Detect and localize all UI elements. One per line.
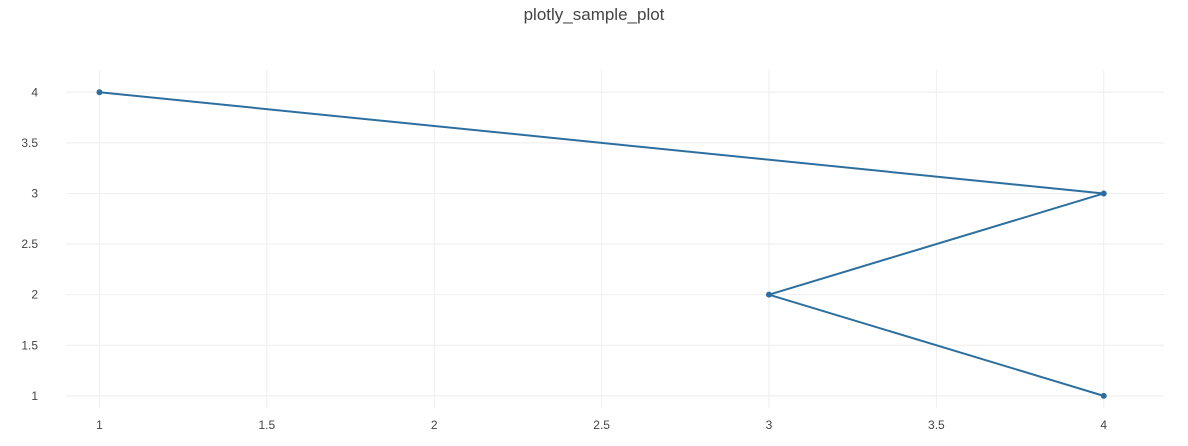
x-tick-label-3: 2.5: [593, 418, 610, 432]
x-tick-label-1: 1.5: [259, 418, 276, 432]
y-gridlines: [66, 91, 1164, 397]
y-tick-label-1: 1.5: [21, 338, 38, 352]
y-tick-label-0: 1: [31, 389, 38, 403]
data-point-0-1[interactable]: [1100, 190, 1107, 197]
y-axis-ticks: 1 1.5 2 2.5 3 3.5 4: [21, 85, 38, 403]
series-line-0: [99, 91, 1105, 397]
data-point-0-2[interactable]: [765, 291, 772, 298]
x-tick-label-4: 3: [766, 418, 773, 432]
series-lines: [99, 91, 1105, 397]
data-point-0-0[interactable]: [96, 89, 103, 96]
chart-title: plotly_sample_plot: [523, 5, 665, 24]
series-points: [96, 89, 1107, 399]
y-tick-label-4: 3: [31, 186, 38, 200]
x-tick-label-0: 1: [96, 418, 103, 432]
x-tick-label-5: 3.5: [928, 418, 945, 432]
y-tick-label-5: 3.5: [21, 136, 38, 150]
y-tick-label-3: 2.5: [21, 237, 38, 251]
y-tick-label-6: 4: [31, 85, 38, 99]
data-point-0-3[interactable]: [1100, 392, 1107, 399]
y-tick-label-2: 2: [31, 288, 38, 302]
x-tick-label-6: 4: [1100, 418, 1107, 432]
x-gridlines: [98, 70, 1105, 408]
x-tick-label-2: 2: [431, 418, 438, 432]
x-axis-ticks: 1 1.5 2 2.5 3 3.5 4: [96, 418, 1107, 432]
